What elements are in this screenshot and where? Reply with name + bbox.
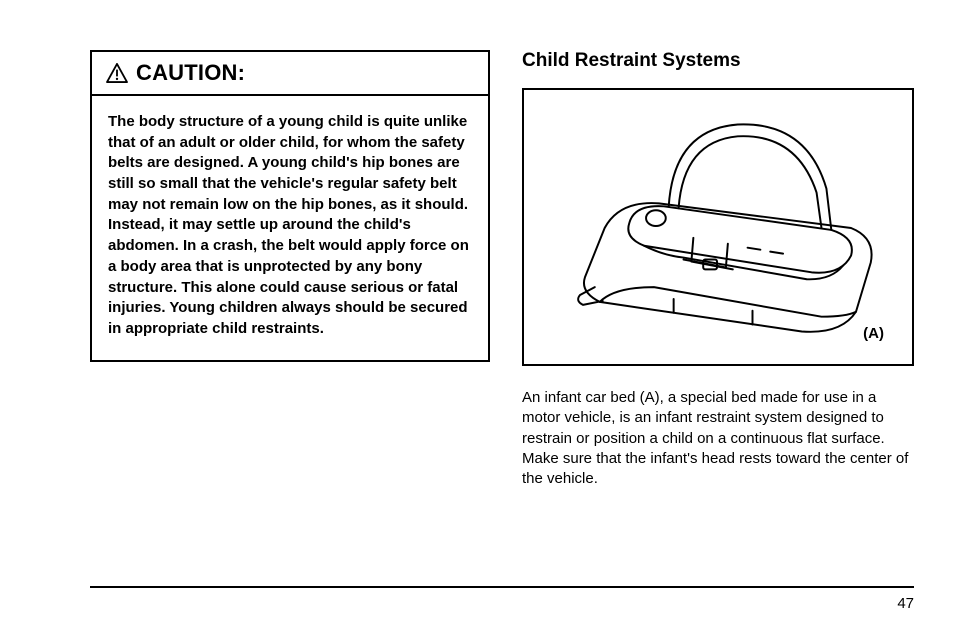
caution-title: CAUTION: [136, 60, 245, 86]
manual-page: CAUTION: The body structure of a young c… [0, 0, 954, 636]
infant-car-bed-illustration [524, 90, 912, 364]
two-column-layout: CAUTION: The body structure of a young c… [90, 50, 914, 489]
right-column: Child Restraint Systems [522, 50, 914, 489]
warning-triangle-icon [106, 63, 128, 83]
caution-header: CAUTION: [92, 52, 488, 96]
footer-rule [90, 586, 914, 588]
figure-label: (A) [863, 325, 884, 342]
figure-infant-car-bed: (A) [522, 88, 914, 366]
section-heading: Child Restraint Systems [522, 50, 914, 72]
caution-body-text: The body structure of a young child is q… [92, 96, 488, 360]
caution-box: CAUTION: The body structure of a young c… [90, 50, 490, 362]
page-number: 47 [897, 595, 914, 612]
figure-caption-paragraph: An infant car bed (A), a special bed mad… [522, 388, 914, 489]
left-column: CAUTION: The body structure of a young c… [90, 50, 490, 489]
